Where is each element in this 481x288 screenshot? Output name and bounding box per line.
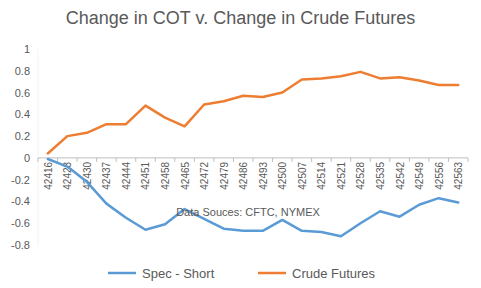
- series-line: [48, 72, 458, 154]
- y-tick-label: -0.2: [11, 174, 30, 186]
- x-tick-label: 42493: [258, 161, 269, 189]
- legend-swatch: [258, 272, 286, 275]
- legend-label: Spec - Short: [142, 266, 215, 281]
- y-tick-label: 0.4: [15, 108, 30, 120]
- y-tick-label: -0.4: [11, 195, 30, 207]
- series-line: [48, 159, 458, 236]
- y-tick-label: 1: [24, 43, 30, 55]
- legend-swatch: [108, 272, 136, 275]
- x-tick: [331, 158, 332, 162]
- plot-area: [48, 72, 458, 236]
- x-tick: [448, 158, 449, 162]
- x-tick: [311, 158, 312, 162]
- x-tick-label: 42528: [356, 161, 367, 189]
- y-tick-label: -0.8: [11, 239, 30, 251]
- x-tick-label: 42556: [434, 161, 445, 189]
- x-tick: [468, 158, 469, 162]
- x-tick: [409, 158, 410, 162]
- x-tick-label: 42542: [395, 161, 406, 189]
- y-tick-label: 0.2: [15, 130, 30, 142]
- x-tick-label: 42486: [238, 161, 249, 189]
- x-tick-label: 42416: [43, 161, 54, 189]
- x-tick: [96, 158, 97, 162]
- x-tick-label: 42514: [316, 161, 327, 189]
- x-tick-label: 42437: [101, 161, 112, 189]
- x-tick: [370, 158, 371, 162]
- y-tick-label: 0.8: [15, 65, 30, 77]
- chart: Change in COT v. Change in Crude Futures…: [0, 0, 481, 288]
- x-tick: [116, 158, 117, 162]
- title: Change in COT v. Change in Crude Futures: [66, 8, 416, 28]
- y-tick-label: -0.6: [11, 217, 30, 229]
- x-tick-label: 42521: [336, 161, 347, 189]
- x-tick: [57, 158, 58, 162]
- x-tick-label: 42535: [375, 161, 386, 189]
- x-tick-label: 42500: [277, 161, 288, 189]
- x-tick: [428, 158, 429, 162]
- x-tick: [389, 158, 390, 162]
- x-tick-label: 42444: [121, 161, 132, 189]
- x-tick: [135, 158, 136, 162]
- x-tick-label: 42465: [180, 161, 191, 189]
- x-tick-label: 42479: [219, 161, 230, 189]
- x-tick-label: 42507: [297, 161, 308, 189]
- y-tick-label: 0: [24, 152, 30, 164]
- x-tick: [213, 158, 214, 162]
- x-tick: [253, 158, 254, 162]
- x-tick: [77, 158, 78, 162]
- x-tick: [194, 158, 195, 162]
- x-tick: [233, 158, 234, 162]
- x-tick: [350, 158, 351, 162]
- x-tick-label: 42458: [160, 161, 171, 189]
- y-axis-line: [38, 49, 39, 245]
- x-tick-label: 42549: [414, 161, 425, 189]
- x-tick: [292, 158, 293, 162]
- legend-label: Crude Futures: [292, 266, 376, 281]
- y-tick-label: 0.6: [15, 87, 30, 99]
- x-tick-label: 42563: [453, 161, 464, 189]
- x-tick: [174, 158, 175, 162]
- x-tick: [155, 158, 156, 162]
- x-tick-label: 42451: [141, 161, 152, 189]
- x-tick-label: 42472: [199, 161, 210, 189]
- x-tick: [272, 158, 273, 162]
- annotation: Data Souces: CFTC, NYMEX: [176, 206, 320, 218]
- x-tick: [38, 158, 39, 162]
